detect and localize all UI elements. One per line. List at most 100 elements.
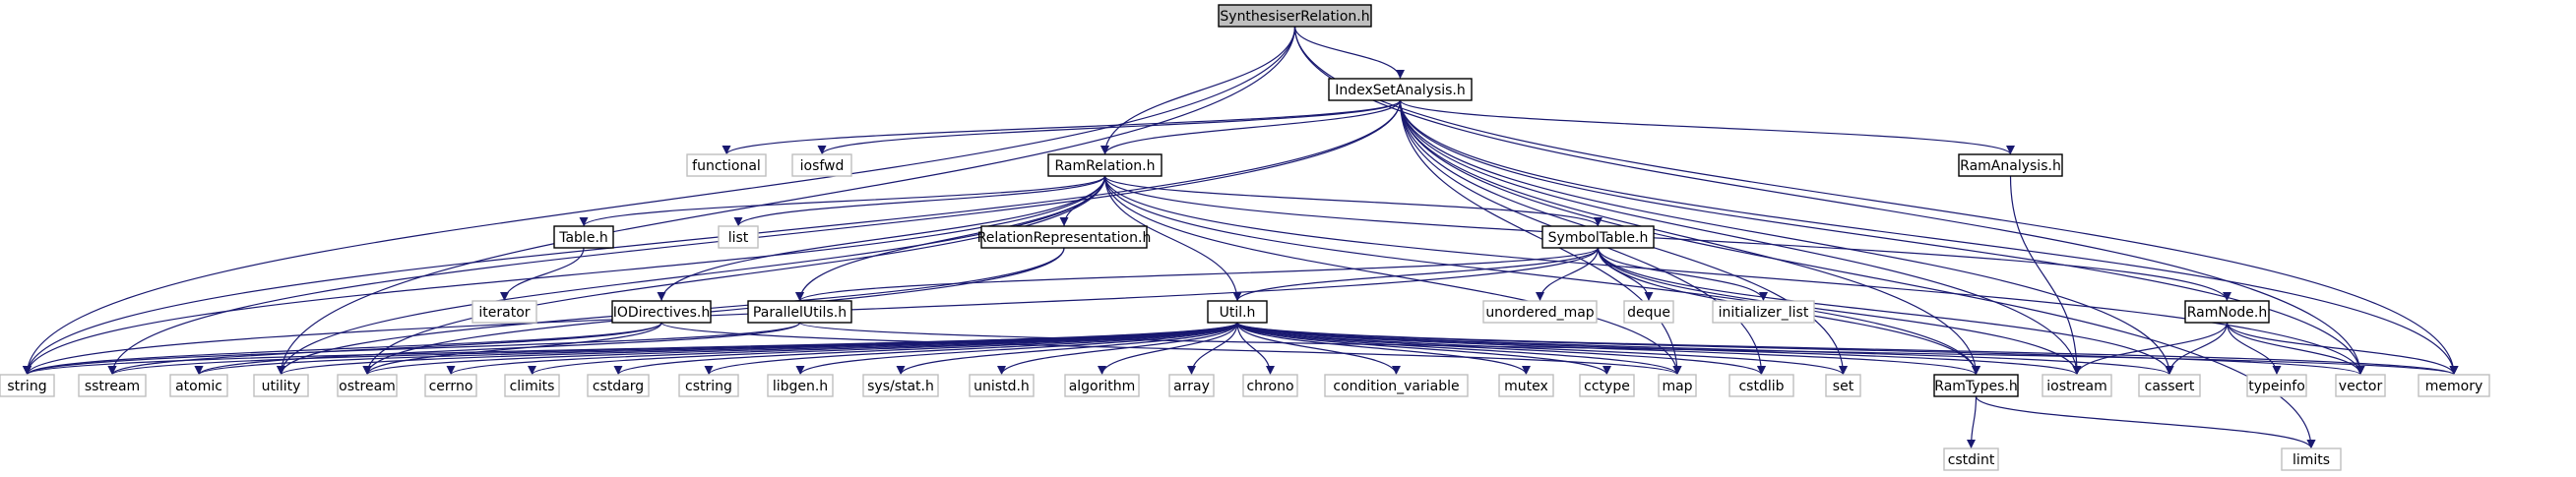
- node-box: [2184, 300, 2270, 324]
- edge-line: [1399, 99, 2082, 376]
- edge-ramrel-to-ramtypes: [1103, 175, 1980, 376]
- edge-line: [362, 322, 662, 376]
- edge-line: [500, 247, 585, 302]
- node-box: [2042, 374, 2112, 397]
- edge-line: [1100, 26, 1296, 155]
- node-box: [1064, 374, 1140, 397]
- edge-synth-to-utility: [277, 26, 1296, 376]
- edge-ramtypes-to-cstdint: [1967, 395, 1978, 449]
- edge-ramanalysis-to-iostream: [2009, 175, 2082, 376]
- edge-line: [1236, 322, 1401, 376]
- node-label: set: [1833, 379, 1854, 394]
- edge-line: [579, 175, 1106, 227]
- edge-util-to-cstring: [704, 322, 1238, 376]
- node-libgen-h: libgen.h: [767, 374, 834, 397]
- node-iodirectives-h[interactable]: IODirectives.h: [611, 300, 712, 324]
- node-util-h[interactable]: Util.h: [1207, 300, 1268, 324]
- node-iosfwd: iosfwd: [791, 153, 852, 177]
- edge-line: [23, 26, 1296, 376]
- edge-line: [2009, 175, 2082, 376]
- node-box: [678, 374, 739, 397]
- node-label: condition_variable: [1333, 379, 1459, 394]
- edge-line: [997, 322, 1238, 376]
- edge-ramrel-to-iodir: [657, 175, 1106, 302]
- edge-line: [1103, 175, 1602, 227]
- node-limits: limits: [2281, 447, 2342, 471]
- edge-isa-to-memory: [1399, 99, 2459, 376]
- edge-line: [1103, 175, 2231, 302]
- node-label: deque: [1627, 305, 1670, 321]
- edge-isa-to-iostream: [1399, 99, 2082, 376]
- edge-line: [277, 26, 1296, 376]
- edge-line: [107, 322, 662, 376]
- node-label: unordered_map: [1485, 305, 1594, 321]
- node-ramanalysis-h[interactable]: RamAnalysis.h: [1958, 153, 2063, 177]
- node-string: string: [0, 374, 55, 397]
- node-box: [1541, 225, 1655, 249]
- edge-util-to-chrono: [1236, 322, 1275, 376]
- node-indexsetanalysis-h[interactable]: IndexSetAnalysis.h: [1328, 78, 1473, 101]
- node-label: cstdlib: [1738, 379, 1784, 394]
- edge-line: [817, 99, 1402, 155]
- edge-util-to-mutex: [1236, 322, 1531, 376]
- edge-ramnode-to-memory: [2226, 322, 2459, 376]
- node-ramtypes-h[interactable]: RamTypes.h: [1933, 374, 2019, 397]
- edge-line: [2165, 322, 2229, 376]
- node-box: [253, 374, 309, 397]
- node-symboltable-h[interactable]: SymbolTable.h: [1541, 225, 1655, 249]
- node-box: [2281, 447, 2342, 471]
- node-box: [1482, 300, 1598, 324]
- node-label: cassert: [2145, 379, 2195, 394]
- edge-line: [1975, 395, 2316, 449]
- node-box: [611, 300, 712, 324]
- node-cstring: cstring: [678, 374, 739, 397]
- node-condition-variable: condition_variable: [1324, 374, 1469, 397]
- node-box: [1579, 374, 1635, 397]
- node-label: ParallelUtils.h: [753, 305, 847, 321]
- edge-util-to-algorithm: [1098, 322, 1238, 376]
- node-set: set: [1825, 374, 1861, 397]
- edge-iodir-to-sstream: [107, 322, 662, 376]
- edge-util-to-cstdarg: [613, 322, 1238, 376]
- edge-isa-to-vector: [1399, 99, 2365, 376]
- node-ramrelation-h[interactable]: RamRelation.h: [1047, 153, 1162, 177]
- node-box: [2246, 374, 2307, 397]
- edge-line: [704, 322, 1238, 376]
- node-box: [1207, 300, 1268, 324]
- edge-line: [1103, 175, 1980, 376]
- edge-line: [277, 175, 1106, 376]
- node-vector: vector: [2335, 374, 2386, 397]
- node-label: list: [728, 230, 749, 246]
- edge-line: [1187, 322, 1238, 376]
- edge-line: [1597, 247, 1654, 302]
- node-label: algorithm: [1069, 379, 1136, 394]
- edge-line: [1236, 322, 1531, 376]
- node-box: [747, 300, 852, 324]
- node-box: [1958, 153, 2063, 177]
- node-label: cstdint: [1948, 452, 1995, 468]
- node-sys-stat-h: sys/stat.h: [862, 374, 939, 397]
- edge-line: [1597, 247, 2082, 376]
- edge-line: [2072, 322, 2229, 376]
- edge-util-to-map: [1236, 322, 1682, 376]
- node-table-h[interactable]: Table.h: [553, 225, 614, 249]
- node-label: libgen.h: [773, 379, 828, 394]
- node-relationrepresentation-h[interactable]: RelationRepresentation.h: [977, 225, 1152, 249]
- node-label: chrono: [1246, 379, 1293, 394]
- node-unordered-map: unordered_map: [1482, 300, 1598, 324]
- edge-line: [795, 247, 1600, 302]
- edge-ramnode-to-iostream: [2072, 322, 2229, 376]
- edge-line: [1098, 322, 1238, 376]
- node-label: iterator: [478, 305, 530, 321]
- node-box: [587, 374, 650, 397]
- edge-isa-to-map: [1399, 99, 1682, 376]
- node-iterator: iterator: [471, 300, 537, 324]
- node-label: ostream: [339, 379, 396, 394]
- node-label: string: [7, 379, 46, 394]
- edge-isa-to-ramrel: [1100, 99, 1402, 155]
- node-parallelutils-h[interactable]: ParallelUtils.h: [747, 300, 852, 324]
- edge-ramrel-to-vector: [1103, 175, 2365, 376]
- node-ramnode-h[interactable]: RamNode.h: [2184, 300, 2270, 324]
- edge-line: [1399, 99, 1682, 376]
